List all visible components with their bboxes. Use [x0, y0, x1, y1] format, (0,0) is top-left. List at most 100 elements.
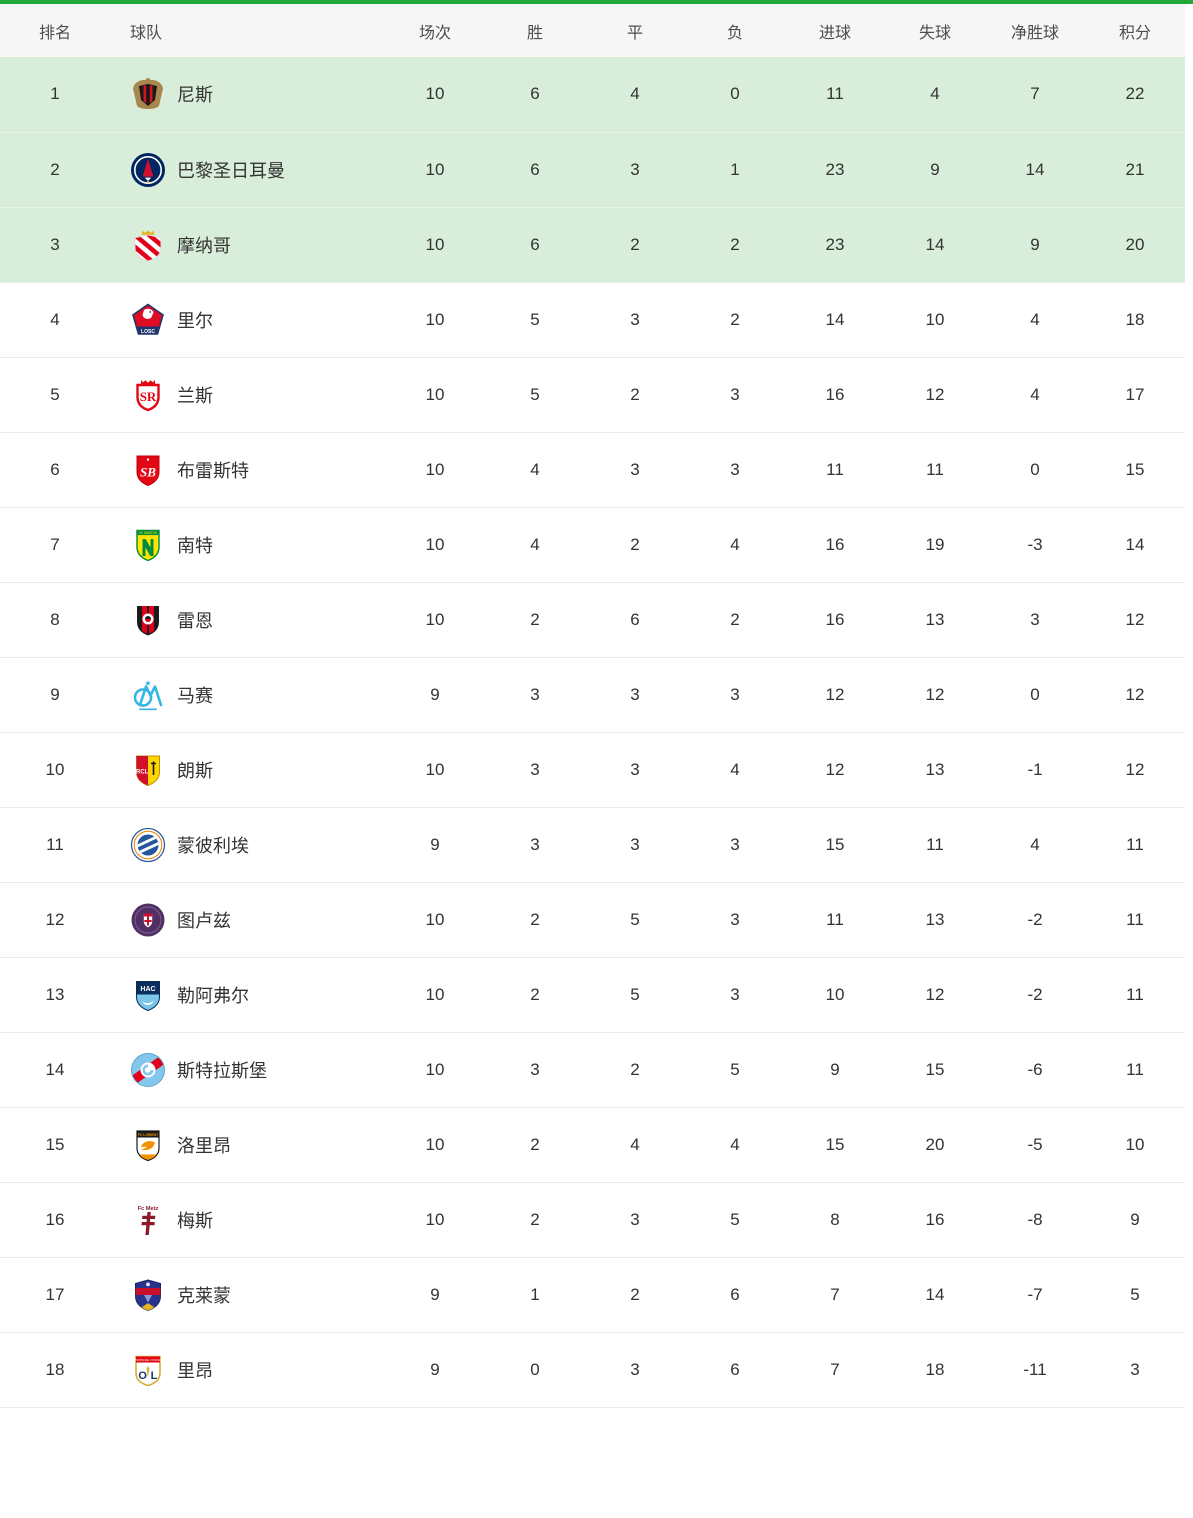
- stat-cell-played: 10: [385, 1107, 485, 1183]
- stat-cell-win: 6: [485, 57, 585, 133]
- stat-cell-win: 5: [485, 282, 585, 358]
- toulouse-crest-icon: [130, 902, 166, 938]
- stat-cell-goals_against: 15: [885, 1032, 985, 1108]
- stat-cell-goal_diff: 14: [985, 132, 1085, 208]
- stat-cell-goals_for: 16: [785, 507, 885, 583]
- marseille-crest-icon: [130, 677, 166, 713]
- team-row-toulouse[interactable]: 12 图卢兹 10 2 5 3 11 13 -2 11: [0, 882, 1185, 958]
- stat-cell-goal_diff: -7: [985, 1257, 1085, 1333]
- stat-cell-draw: 3: [585, 657, 685, 733]
- team-row-rennes[interactable]: 8 雷恩 10 2 6 2 16 13 3 12: [0, 582, 1185, 658]
- stat-cell-goal_diff: -6: [985, 1032, 1085, 1108]
- stat-cell-points: 12: [1085, 657, 1185, 733]
- team-row-reims[interactable]: 5 SR 兰斯 10 5 2 3 16 12 4 17: [0, 357, 1185, 433]
- svg-text:HAC: HAC: [140, 985, 155, 992]
- stat-cell-goal_diff: 3: [985, 582, 1085, 658]
- team-row-nice[interactable]: 1 尼斯 10 6 4 0 11 4 7 22: [0, 57, 1185, 133]
- team-row-nantes[interactable]: 7 FC NANTES 南特 10 4 2 4 16 19 -3 14: [0, 507, 1185, 583]
- stat-cell-points: 20: [1085, 207, 1185, 283]
- stat-cell-loss: 3: [685, 432, 785, 508]
- team-row-strasbourg[interactable]: 14 斯特拉斯堡 10 3 2 5 9 15 -6 11: [0, 1032, 1185, 1108]
- rank-cell: 14: [0, 1032, 110, 1108]
- team-name: 里尔: [177, 310, 213, 331]
- stat-cell-loss: 2: [685, 582, 785, 658]
- stat-cell-goals_for: 8: [785, 1182, 885, 1258]
- stat-cell-goals_against: 20: [885, 1107, 985, 1183]
- team-row-brest[interactable]: 6 SB 布雷斯特 10 4 3 3 11 11 0 15: [0, 432, 1185, 508]
- stat-cell-loss: 2: [685, 207, 785, 283]
- stat-cell-win: 4: [485, 432, 585, 508]
- team-cell: SR 兰斯: [110, 357, 385, 433]
- team-name: 雷恩: [177, 610, 213, 631]
- top-accent-bar: [0, 0, 1193, 4]
- stat-cell-points: 14: [1085, 507, 1185, 583]
- nice-crest-icon: [130, 76, 166, 112]
- stat-cell-goal_diff: -5: [985, 1107, 1085, 1183]
- stat-cell-points: 22: [1085, 57, 1185, 133]
- stat-cell-goal_diff: -3: [985, 507, 1085, 583]
- stat-cell-goals_against: 12: [885, 357, 985, 433]
- team-name: 朗斯: [177, 760, 213, 781]
- team-name: 兰斯: [177, 385, 213, 406]
- svg-text:LOSC: LOSC: [141, 328, 155, 334]
- team-cell: 斯特拉斯堡: [110, 1032, 385, 1108]
- stat-cell-points: 11: [1085, 1032, 1185, 1108]
- team-row-lens[interactable]: 10 RCL 朗斯 10 3 3 4 12 13 -1 12: [0, 732, 1185, 808]
- svg-text:SB: SB: [140, 464, 156, 479]
- stat-cell-goals_against: 16: [885, 1182, 985, 1258]
- stat-cell-draw: 3: [585, 1332, 685, 1408]
- stat-cell-goal_diff: -11: [985, 1332, 1085, 1408]
- stat-cell-goals_for: 11: [785, 882, 885, 958]
- svg-text:FC NANTES: FC NANTES: [139, 531, 157, 535]
- lorient-crest-icon: FC LORIENT: [130, 1127, 166, 1163]
- column-header-rank: 排名: [0, 4, 110, 57]
- rank-cell: 4: [0, 282, 110, 358]
- team-row-lorient[interactable]: 15 FC LORIENT 洛里昂 10 2 4 4 15 20 -5 10: [0, 1107, 1185, 1183]
- team-cell: OLYMPIQUE LYONNAIS O L 里昂: [110, 1332, 385, 1408]
- rank-cell: 10: [0, 732, 110, 808]
- column-header-draw: 平: [585, 4, 685, 57]
- standings-table: 排名 球队 场次胜平负进球 失球 净胜球 积分 1 尼斯 10 6 4 0 11 4 7 22 2 巴黎圣日耳曼…: [0, 4, 1185, 1408]
- team-name: 斯特拉斯堡: [177, 1060, 267, 1081]
- team-row-lyon[interactable]: 18 OLYMPIQUE LYONNAIS O L 里昂 9 0 3 6 7 18 -11 3: [0, 1332, 1185, 1408]
- team-row-marseille[interactable]: 9 马赛 9 3 3 3 12 12 0 12: [0, 657, 1185, 733]
- stat-cell-loss: 5: [685, 1032, 785, 1108]
- team-row-metz[interactable]: 16 Fc Metz 梅斯 10 2 3 5 8 16 -8 9: [0, 1182, 1185, 1258]
- team-row-montpellier[interactable]: 11 蒙彼利埃 9 3 3 3 15 11 4 11: [0, 807, 1185, 883]
- team-row-clermont[interactable]: 17 克莱蒙 9 1 2 6 7 14 -7 5: [0, 1257, 1185, 1333]
- column-header-loss: 负: [685, 4, 785, 57]
- lille-crest-icon: LOSC: [130, 302, 166, 338]
- table-body: 1 尼斯 10 6 4 0 11 4 7 22 2 巴黎圣日耳曼 10 6 3 1 23 9 14 21 3 摩纳哥 10 6…: [0, 57, 1185, 1408]
- stat-cell-loss: 6: [685, 1332, 785, 1408]
- stat-cell-played: 9: [385, 657, 485, 733]
- stat-cell-points: 12: [1085, 732, 1185, 808]
- rank-cell: 3: [0, 207, 110, 283]
- column-header-goals_for: 进球: [785, 4, 885, 57]
- svg-text:RCL: RCL: [136, 769, 149, 775]
- column-header-points: 积分: [1085, 4, 1185, 57]
- team-row-lille[interactable]: 4 LOSC 里尔 10 5 3 2 14 10 4 18: [0, 282, 1185, 358]
- stat-cell-goal_diff: -2: [985, 957, 1085, 1033]
- team-name: 马赛: [177, 685, 213, 706]
- stat-cell-loss: 3: [685, 807, 785, 883]
- stat-cell-loss: 3: [685, 882, 785, 958]
- stat-cell-points: 10: [1085, 1107, 1185, 1183]
- stat-cell-win: 3: [485, 1032, 585, 1108]
- stat-cell-draw: 4: [585, 57, 685, 133]
- stat-cell-played: 9: [385, 1332, 485, 1408]
- reims-crest-icon: SR: [130, 377, 166, 413]
- team-row-lehavre[interactable]: 13 HAC 勒阿弗尔 10 2 5 3 10 12 -2 11: [0, 957, 1185, 1033]
- rank-cell: 7: [0, 507, 110, 583]
- stat-cell-win: 5: [485, 357, 585, 433]
- stat-cell-draw: 2: [585, 1257, 685, 1333]
- stat-cell-goals_against: 13: [885, 732, 985, 808]
- stat-cell-loss: 2: [685, 282, 785, 358]
- stat-cell-win: 4: [485, 507, 585, 583]
- stat-cell-goals_against: 18: [885, 1332, 985, 1408]
- stat-cell-played: 9: [385, 1257, 485, 1333]
- stat-cell-goals_against: 11: [885, 432, 985, 508]
- team-row-monaco[interactable]: 3 摩纳哥 10 6 2 2 23 14 9 20: [0, 207, 1185, 283]
- team-row-psg[interactable]: 2 巴黎圣日耳曼 10 6 3 1 23 9 14 21: [0, 132, 1185, 208]
- rank-cell: 12: [0, 882, 110, 958]
- stat-cell-goals_for: 11: [785, 432, 885, 508]
